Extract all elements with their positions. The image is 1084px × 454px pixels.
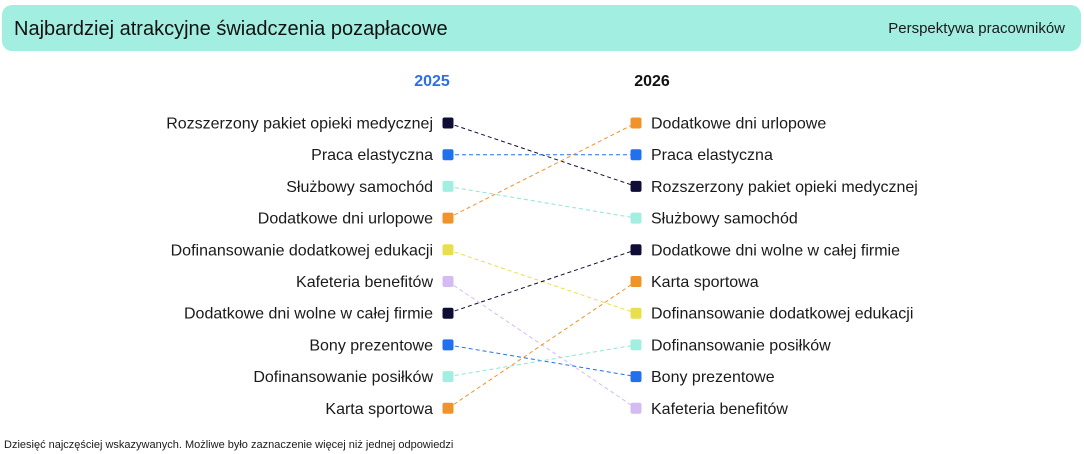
label-2025-sluzbowy-samochod: Służbowy samochód (286, 179, 433, 196)
column-header-2026: 2026 (634, 73, 670, 90)
label-2026-dofinansowanie-dodatkowej-edukacji: Dofinansowanie dodatkowej edukacji (651, 306, 913, 323)
label-2025-praca-elastyczna: Praca elastyczna (311, 147, 433, 164)
label-2025-rozszerzony-pakiet-opieki-medycznej: Rozszerzony pakiet opieki medycznej (166, 116, 433, 133)
marker-2025-praca-elastyczna (442, 149, 454, 161)
marker-2026-bony-prezentowe (630, 371, 642, 383)
labels: Rozszerzony pakiet opieki medycznej Rozsz… (166, 116, 918, 418)
connector-sluzbowy-samochod (447, 185, 637, 219)
label-2026-bony-prezentowe: Bony prezentowe (651, 369, 775, 386)
label-2025-dodatkowe-dni-wolne-w-calej-firmie: Dodatkowe dni wolne w całej firmie (184, 306, 433, 323)
marker-2025-karta-sportowa (442, 402, 454, 414)
label-2025-dofinansowanie-dodatkowej-edukacji: Dofinansowanie dodatkowej edukacji (171, 242, 433, 259)
label-2025-bony-prezentowe: Bony prezentowe (309, 337, 433, 354)
chart-title: Najbardziej atrakcyjne świadczenia pozap… (14, 18, 448, 40)
marker-2026-kafeteria-benefitow (630, 402, 642, 414)
header-banner: Najbardziej atrakcyjne świadczenia pozap… (2, 5, 1081, 51)
label-2025-karta-sportowa: Karta sportowa (325, 401, 433, 418)
label-2026-sluzbowy-samochod: Służbowy samochód (651, 211, 798, 228)
label-2026-rozszerzony-pakiet-opieki-medycznej: Rozszerzony pakiet opieki medycznej (651, 179, 918, 196)
marker-2025-dofinansowanie-posilkow (442, 371, 454, 383)
footnote: Dziesięć najczęściej wskazywanych. Możli… (4, 439, 454, 451)
label-2026-karta-sportowa: Karta sportowa (651, 274, 759, 291)
label-2025-dodatkowe-dni-urlopowe: Dodatkowe dni urlopowe (258, 211, 433, 228)
marker-2025-dodatkowe-dni-wolne-w-calej-firmie (442, 307, 454, 319)
marker-2025-bony-prezentowe (442, 339, 454, 351)
marker-2026-sluzbowy-samochod (630, 212, 642, 224)
chart-subtitle: Perspektywa pracowników (888, 20, 1065, 37)
label-2025-kafeteria-benefitow: Kafeteria benefitów (296, 274, 433, 291)
label-2026-dodatkowe-dni-wolne-w-calej-firmie: Dodatkowe dni wolne w całej firmie (651, 242, 900, 259)
marker-2026-rozszerzony-pakiet-opieki-medycznej (630, 180, 642, 192)
marker-2026-dofinansowanie-dodatkowej-edukacji (630, 307, 642, 319)
label-2026-dofinansowanie-posilkow: Dofinansowanie posiłków (651, 337, 831, 354)
marker-2025-dofinansowanie-dodatkowej-edukacji (442, 244, 454, 256)
marker-2026-karta-sportowa (630, 276, 642, 287)
connector-lines (447, 122, 637, 409)
markers (442, 117, 642, 414)
label-2026-praca-elastyczna: Praca elastyczna (651, 147, 773, 164)
marker-2025-kafeteria-benefitow (442, 276, 454, 287)
marker-2026-dofinansowanie-posilkow (630, 339, 642, 351)
marker-2025-rozszerzony-pakiet-opieki-medycznej (442, 117, 454, 129)
label-2025-dofinansowanie-posilkow: Dofinansowanie posiłków (253, 369, 433, 386)
marker-2025-sluzbowy-samochod (442, 180, 454, 192)
label-2026-dodatkowe-dni-urlopowe: Dodatkowe dni urlopowe (651, 116, 826, 133)
label-2026-kafeteria-benefitow: Kafeteria benefitów (651, 401, 788, 418)
column-header-2025: 2025 (414, 73, 450, 90)
connector-dodatkowe-dni-urlopowe (447, 122, 637, 219)
connector-karta-sportowa (447, 281, 637, 409)
marker-2026-dodatkowe-dni-wolne-w-calej-firmie (630, 244, 642, 256)
marker-2026-praca-elastyczna (630, 149, 642, 161)
marker-2025-dodatkowe-dni-urlopowe (442, 212, 454, 224)
connector-bony-prezentowe (447, 344, 637, 378)
marker-2026-dodatkowe-dni-urlopowe (630, 117, 642, 129)
connector-dodatkowe-dni-wolne-w-calej-firmie (447, 249, 637, 314)
connector-dofinansowanie-posilkow (447, 344, 637, 378)
